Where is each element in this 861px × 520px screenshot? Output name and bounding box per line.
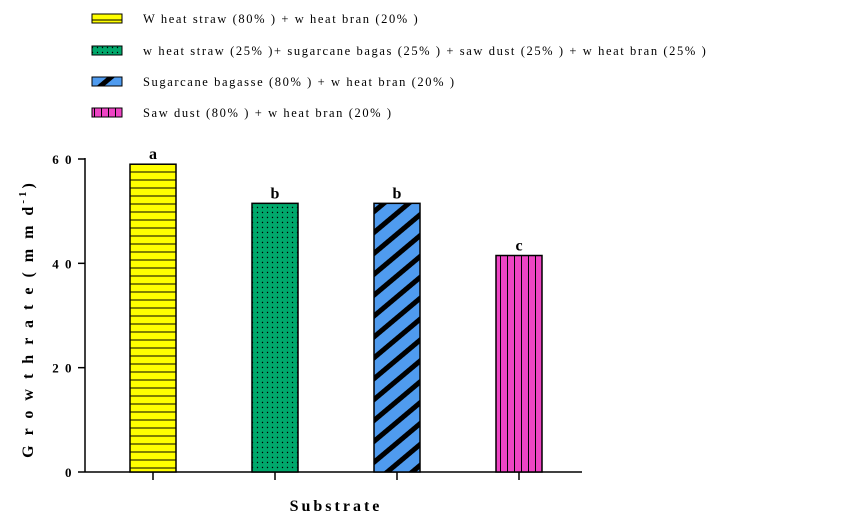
bar-1 [129,163,177,473]
bar-4 [495,254,543,473]
significance-letters: a b b c [149,146,523,254]
y-axis-title-close: ) [20,180,37,188]
y-tick-label: 0 [65,465,73,480]
bar-3 [373,202,421,473]
bar-2 [251,202,299,473]
legend-label-2: w heat straw (25% )+ sugarcane bagas (25… [143,44,707,58]
significance-letter-1: a [149,146,157,163]
chart-bars [129,163,543,473]
legend-swatch-2 [91,45,123,56]
significance-letter-3: b [393,185,402,202]
legend-label-3: Sugarcane bagasse (80% ) + w heat bran (… [143,75,456,89]
y-axis-title-superscript: -1 [17,188,29,203]
legend-swatch-1 [91,13,123,24]
significance-letter-4: c [515,238,522,255]
y-tick-label: 4 0 [52,256,73,271]
legend-swatch-3 [91,76,123,87]
legend-label-1: W heat straw (80% ) + w heat bran (20% ) [143,12,419,26]
y-axis-title-main: G r o w t h r a t e ( m m d [20,204,37,458]
legend-swatch-4 [91,107,123,118]
chart-legend: W heat straw (80% ) + w heat bran (20% )… [91,12,707,120]
significance-letter-2: b [271,185,280,202]
x-axis-title: Substrate [290,498,383,515]
y-tick-label: 2 0 [52,361,73,376]
y-tick-label: 6 0 [52,152,73,167]
legend-label-4: Saw dust (80% ) + w heat bran (20% ) [143,106,393,120]
y-axis-title: G r o w t h r a t e ( m m d-1) [17,180,37,458]
